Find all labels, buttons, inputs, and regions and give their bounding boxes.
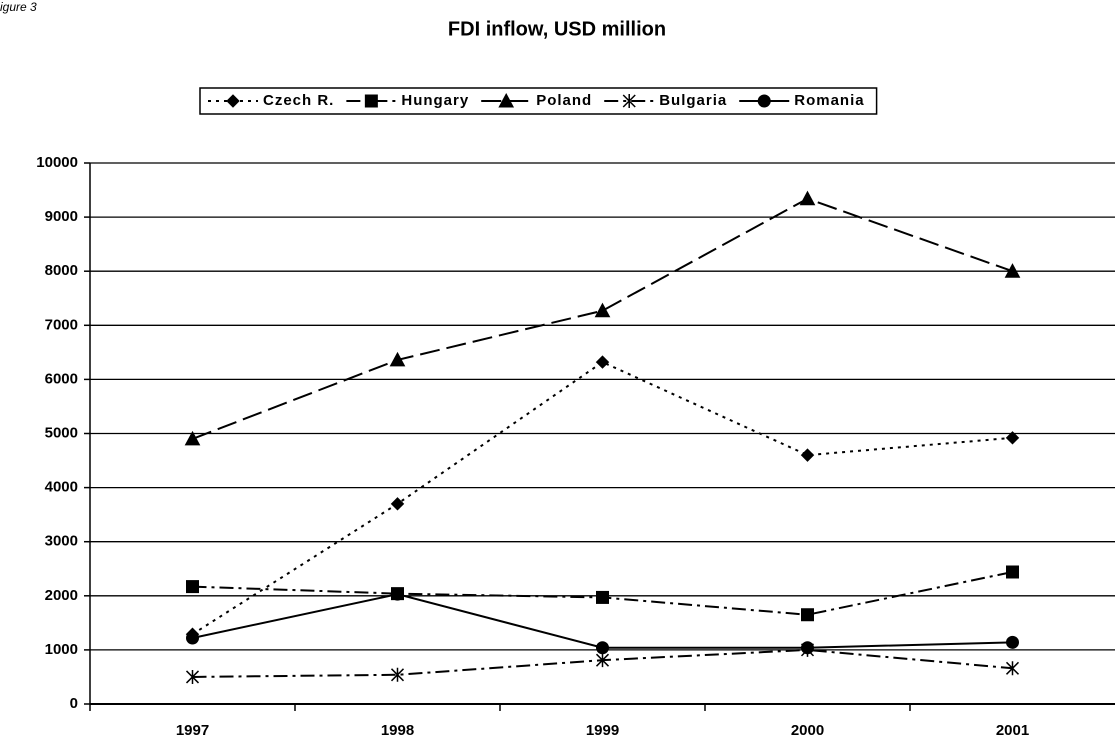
x-tick-label: 2001 (996, 722, 1029, 739)
y-tick-label: 7000 (45, 316, 78, 333)
point-marker (800, 448, 815, 462)
point-marker (186, 580, 199, 594)
point-marker (595, 355, 610, 369)
point-marker (391, 587, 404, 601)
legend-marker (226, 94, 240, 108)
series-line (192, 197, 1013, 440)
legend: Czech R. Hungary Poland Bulgaria Romania (199, 87, 878, 115)
legend-marker (622, 94, 636, 108)
point-marker (596, 641, 609, 655)
x-tick-label: 1998 (381, 722, 414, 739)
y-tick-label: 6000 (45, 370, 78, 387)
point-marker (1006, 635, 1019, 649)
chart-title: FDI inflow, USD million (448, 18, 666, 40)
legend-label: Bulgaria (659, 92, 727, 109)
point-marker (390, 667, 405, 682)
point-marker (390, 497, 405, 511)
x-tick-label: 1999 (586, 722, 619, 739)
point-marker (799, 190, 816, 206)
x-tick-label: 2000 (791, 722, 824, 739)
y-tick-label: 4000 (45, 479, 78, 496)
point-marker (1005, 661, 1020, 676)
legend-label: Czech R. (263, 92, 334, 109)
series-line (191, 360, 1013, 636)
point-marker (595, 653, 610, 668)
point-marker (801, 608, 814, 622)
point-marker (389, 351, 406, 367)
point-marker (185, 669, 200, 684)
point-marker (1005, 431, 1020, 445)
figure-label: igure 3 (0, 0, 37, 14)
point-marker (1006, 565, 1019, 579)
y-tick-label: 1000 (45, 641, 78, 658)
y-tick-label: 8000 (45, 262, 78, 279)
y-tick-label: 0 (70, 695, 78, 712)
y-tick-label: 10000 (36, 154, 78, 171)
legend-label: Romania (794, 92, 864, 109)
point-marker (801, 641, 814, 655)
y-tick-label: 5000 (45, 424, 78, 441)
x-tick-label: 1997 (176, 722, 209, 739)
y-tick-label: 9000 (45, 208, 78, 225)
legend-marker (498, 92, 515, 108)
point-marker (594, 302, 611, 318)
legend-label: Poland (536, 92, 592, 109)
legend-label: Hungary (401, 92, 469, 109)
y-tick-label: 2000 (45, 587, 78, 604)
legend-marker (364, 94, 378, 108)
y-tick-label: 3000 (45, 533, 78, 550)
point-marker (184, 430, 201, 446)
point-marker (596, 590, 609, 604)
legend-marker (757, 94, 771, 108)
point-marker (1004, 263, 1021, 278)
point-marker (186, 631, 199, 645)
